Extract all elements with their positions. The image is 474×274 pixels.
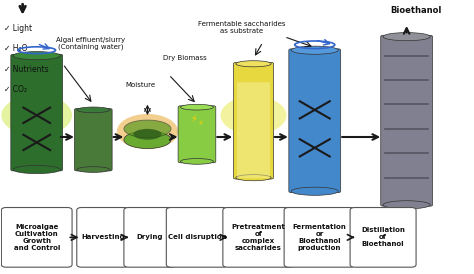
Text: Drying: Drying (137, 234, 163, 240)
Text: ✓ CO₂: ✓ CO₂ (4, 85, 27, 94)
Ellipse shape (236, 61, 271, 67)
Ellipse shape (13, 52, 60, 60)
Ellipse shape (13, 165, 60, 174)
Ellipse shape (124, 131, 171, 149)
Ellipse shape (383, 201, 430, 209)
FancyBboxPatch shape (124, 207, 176, 267)
Ellipse shape (291, 46, 338, 54)
Ellipse shape (77, 167, 110, 172)
FancyBboxPatch shape (289, 49, 341, 193)
Text: ⚡: ⚡ (190, 114, 197, 124)
Text: Fermentation
or
Bioethanol
production: Fermentation or Bioethanol production (292, 224, 346, 251)
Text: Fermentable saccharides
as substrate: Fermentable saccharides as substrate (198, 21, 285, 34)
Ellipse shape (181, 159, 213, 164)
Ellipse shape (124, 120, 171, 138)
Circle shape (1, 95, 72, 136)
Text: ✓ H₂O: ✓ H₂O (4, 44, 27, 53)
FancyBboxPatch shape (178, 106, 216, 163)
Text: ⚡: ⚡ (197, 118, 203, 127)
FancyBboxPatch shape (381, 35, 433, 206)
FancyBboxPatch shape (284, 207, 355, 267)
Text: Microalgae
Cultivation
Growth
and Control: Microalgae Cultivation Growth and Contro… (14, 224, 60, 251)
Ellipse shape (77, 107, 110, 113)
Ellipse shape (181, 104, 213, 110)
Text: Algal effluent/slurry
(Containing water): Algal effluent/slurry (Containing water) (56, 37, 126, 50)
FancyBboxPatch shape (1, 207, 72, 267)
FancyBboxPatch shape (74, 109, 112, 171)
Text: ✓ Nutrients: ✓ Nutrients (4, 65, 48, 74)
FancyBboxPatch shape (77, 207, 128, 267)
Text: Distillation
of
Bioethanol: Distillation of Bioethanol (361, 227, 405, 247)
Ellipse shape (133, 129, 162, 140)
Text: Bioethanol: Bioethanol (391, 6, 442, 15)
Circle shape (220, 96, 286, 134)
Ellipse shape (236, 175, 271, 181)
Ellipse shape (383, 33, 430, 41)
FancyBboxPatch shape (237, 82, 270, 178)
Text: ✓ Light: ✓ Light (4, 24, 32, 33)
Text: Pretreatment
of
complex
saccharides: Pretreatment of complex saccharides (231, 224, 285, 251)
FancyBboxPatch shape (166, 207, 228, 267)
Text: Dry Biomass: Dry Biomass (163, 55, 207, 61)
FancyBboxPatch shape (223, 207, 293, 267)
Ellipse shape (291, 187, 338, 195)
FancyBboxPatch shape (11, 54, 63, 171)
FancyBboxPatch shape (350, 207, 416, 267)
FancyBboxPatch shape (234, 62, 273, 179)
Text: Cell disruption: Cell disruption (168, 234, 226, 240)
Circle shape (117, 114, 178, 149)
Text: Moisture: Moisture (125, 82, 155, 88)
Text: Harvesting: Harvesting (81, 234, 125, 240)
